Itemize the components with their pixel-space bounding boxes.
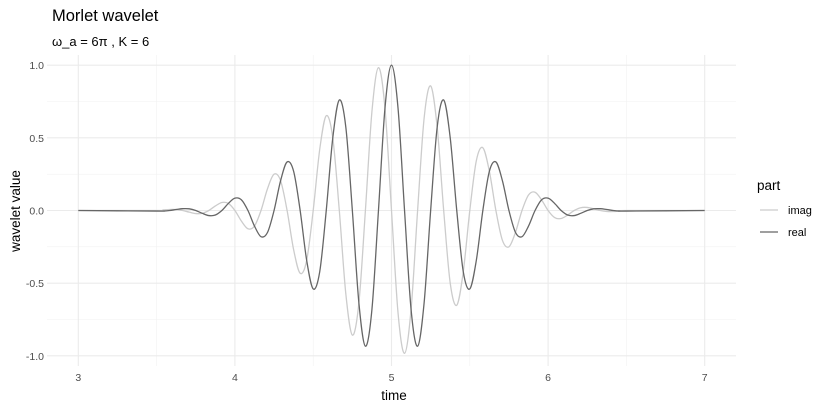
chart-title: Morlet wavelet bbox=[52, 7, 159, 25]
y-tick-label: 0.0 bbox=[29, 206, 44, 218]
x-tick-label: 6 bbox=[545, 372, 551, 384]
series-line-imag bbox=[78, 66, 705, 355]
y-tick-label: 0.5 bbox=[29, 133, 44, 145]
y-axis-title: wavelet value bbox=[8, 170, 23, 253]
legend: part imag real bbox=[757, 178, 812, 239]
x-axis-ticks: 3 4 5 6 7 bbox=[75, 372, 707, 384]
legend-title: part bbox=[757, 178, 781, 193]
y-tick-label: -1.0 bbox=[26, 351, 44, 363]
y-tick-label: -0.5 bbox=[26, 278, 44, 290]
x-axis-title: time bbox=[381, 388, 407, 403]
x-tick-label: 7 bbox=[702, 372, 708, 384]
x-tick-label: 4 bbox=[232, 372, 238, 384]
x-tick-label: 3 bbox=[75, 372, 81, 384]
chart-subtitle: ω_a = 6π , K = 6 bbox=[52, 34, 149, 49]
series-line-real bbox=[78, 64, 705, 347]
legend-label-imag: imag bbox=[788, 205, 812, 217]
legend-label-real: real bbox=[788, 227, 806, 239]
x-tick-label: 5 bbox=[389, 372, 395, 384]
series-lines bbox=[78, 64, 705, 355]
y-tick-label: 1.0 bbox=[29, 60, 44, 72]
y-axis-ticks: -1.0 -0.5 0.0 0.5 1.0 bbox=[26, 60, 44, 363]
